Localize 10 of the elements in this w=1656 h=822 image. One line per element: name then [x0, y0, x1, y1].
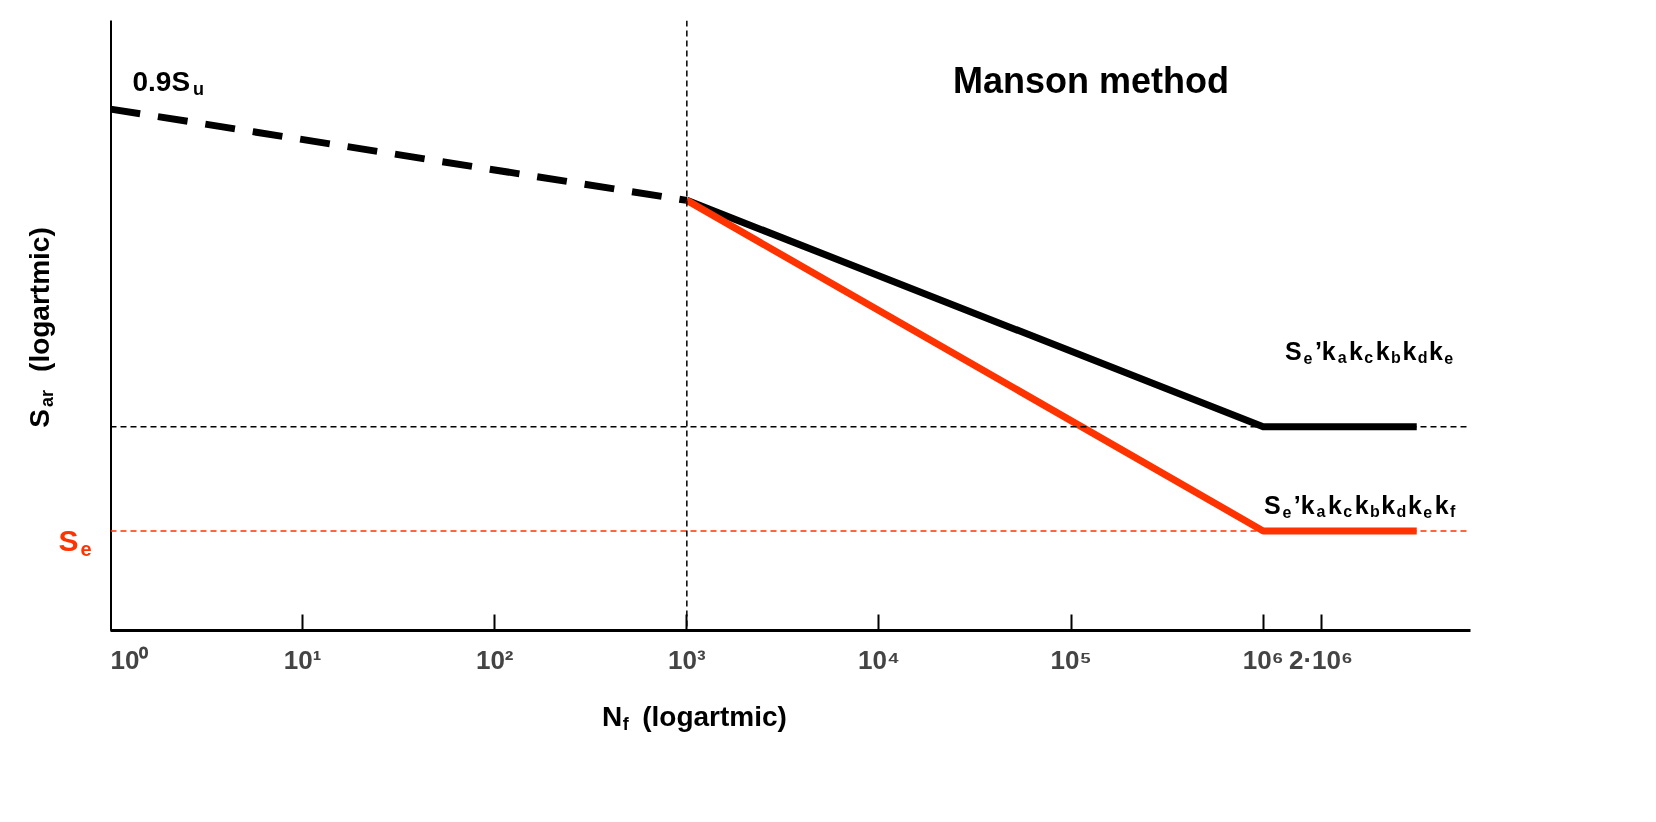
y-axis-title: Sar (logartmic): [23, 227, 57, 428]
x-tick-label: 10¹: [283, 644, 322, 675]
x-tick-label: 2·10⁶: [1289, 644, 1354, 675]
x-tick-label: 10⁰: [110, 644, 150, 675]
x-tick-label: 10⁴: [858, 644, 900, 675]
x-tick-label: 10²: [475, 644, 514, 675]
x-tick-label: 10⁶: [1242, 644, 1284, 675]
x-tick-label: 10³: [668, 644, 706, 675]
chart-title: Manson method: [952, 60, 1229, 101]
x-tick-label: 10⁵: [1050, 644, 1092, 675]
